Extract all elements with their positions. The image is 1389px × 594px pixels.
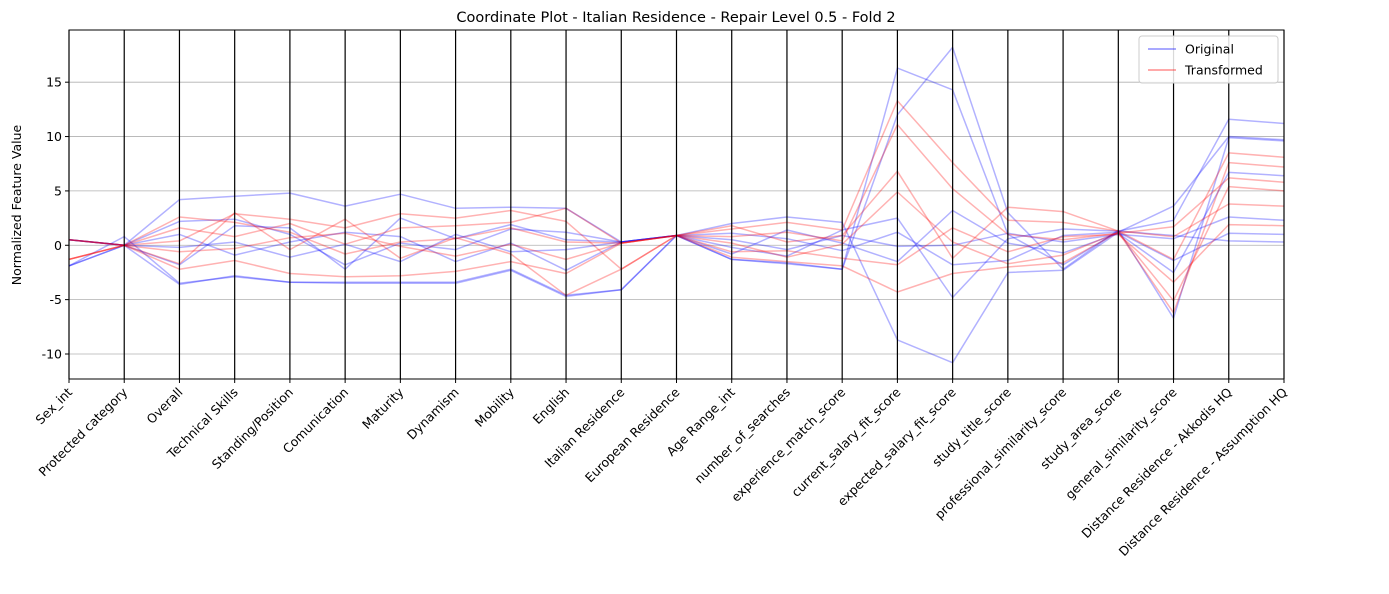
x-tick-label: number_of_searches [691,385,793,487]
legend-label-transformed: Transformed [1184,63,1263,78]
x-tick-label: European Residence [582,384,683,485]
y-tick-label: 0 [54,238,62,253]
x-tick-label: experience_match_score [728,384,848,504]
legend-frame [1138,35,1279,84]
y-tick-label: 10 [46,129,62,144]
y-tick-label: -5 [50,292,62,307]
x-tick-label: Mobility [472,384,518,430]
y-tick-label: 5 [54,183,62,198]
x-tick-label: current_salary_fit_score [788,384,904,500]
x-tick-label: general_similarity_score [1062,384,1180,502]
x-tick-label: Dynamism [404,385,462,443]
y-tick-label: -10 [42,346,62,361]
legend: Original Transformed [1138,35,1279,84]
x-tick-label: Sex_int [32,384,75,427]
y-tick-label: 15 [46,75,62,90]
x-tick-label: Maturity [359,384,407,432]
y-axis-label: Normalized Feature Value [9,124,24,285]
legend-label-original: Original [1185,42,1234,57]
chart-title: Coordinate Plot - Italian Residence - Re… [456,10,895,26]
x-tick-label: English [530,385,573,428]
x-tick-label: Overall [143,385,185,427]
